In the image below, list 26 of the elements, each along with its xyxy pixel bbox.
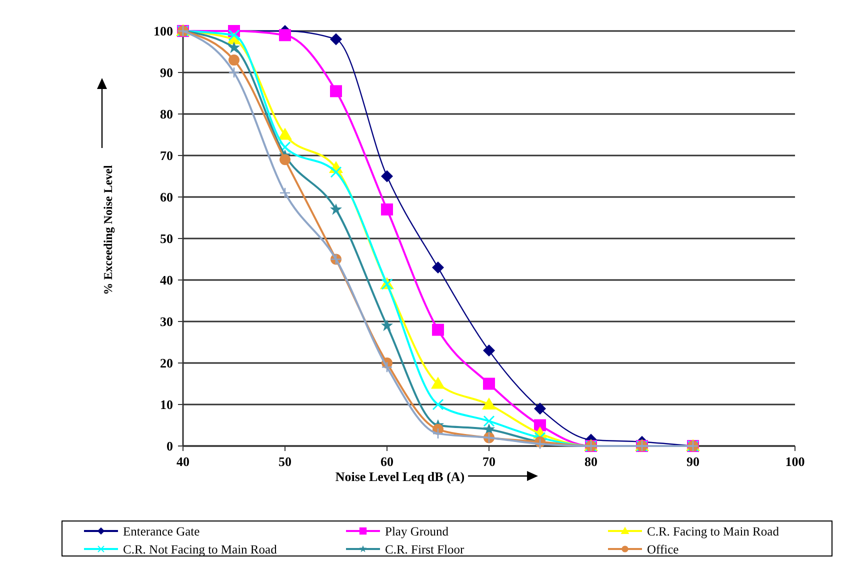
x-tick-label: 80 [584, 454, 598, 469]
y-tick-label: 80 [160, 106, 173, 122]
y-axis-title: % Exceeding Noise Level [101, 164, 115, 295]
y-tick-label: 90 [160, 65, 173, 80]
y-tick-label: 10 [160, 397, 173, 412]
y-tick-label: 70 [160, 148, 173, 164]
x-tick-label: 100 [785, 454, 805, 469]
y-tick-label: 40 [160, 272, 173, 288]
y-tick-label: 0 [166, 438, 173, 454]
y-tick-label: 20 [160, 356, 173, 371]
legend-label: C.R. Facing to Main Road [647, 524, 780, 538]
y-tick-label: 60 [160, 190, 173, 205]
legend-label: C.R. Not Facing to Main Road [123, 542, 278, 556]
legend-label: Play Ground [385, 524, 450, 538]
legend-label: C.R. First Floor [385, 542, 466, 556]
x-axis-title: Noise Level Leq dB (A) [335, 469, 465, 484]
legend-label: Office [647, 542, 680, 556]
legend-label: Enterance Gate [123, 524, 200, 538]
y-tick-label: 100 [154, 24, 173, 39]
y-tick-label: 30 [160, 314, 173, 330]
x-tick-label: 90 [686, 454, 700, 469]
x-tick-label: 50 [278, 454, 292, 469]
y-tick-label: 50 [160, 231, 173, 246]
x-tick-label: 40 [176, 454, 190, 469]
x-tick-label: 60 [380, 454, 394, 469]
x-tick-label: 70 [482, 454, 496, 469]
